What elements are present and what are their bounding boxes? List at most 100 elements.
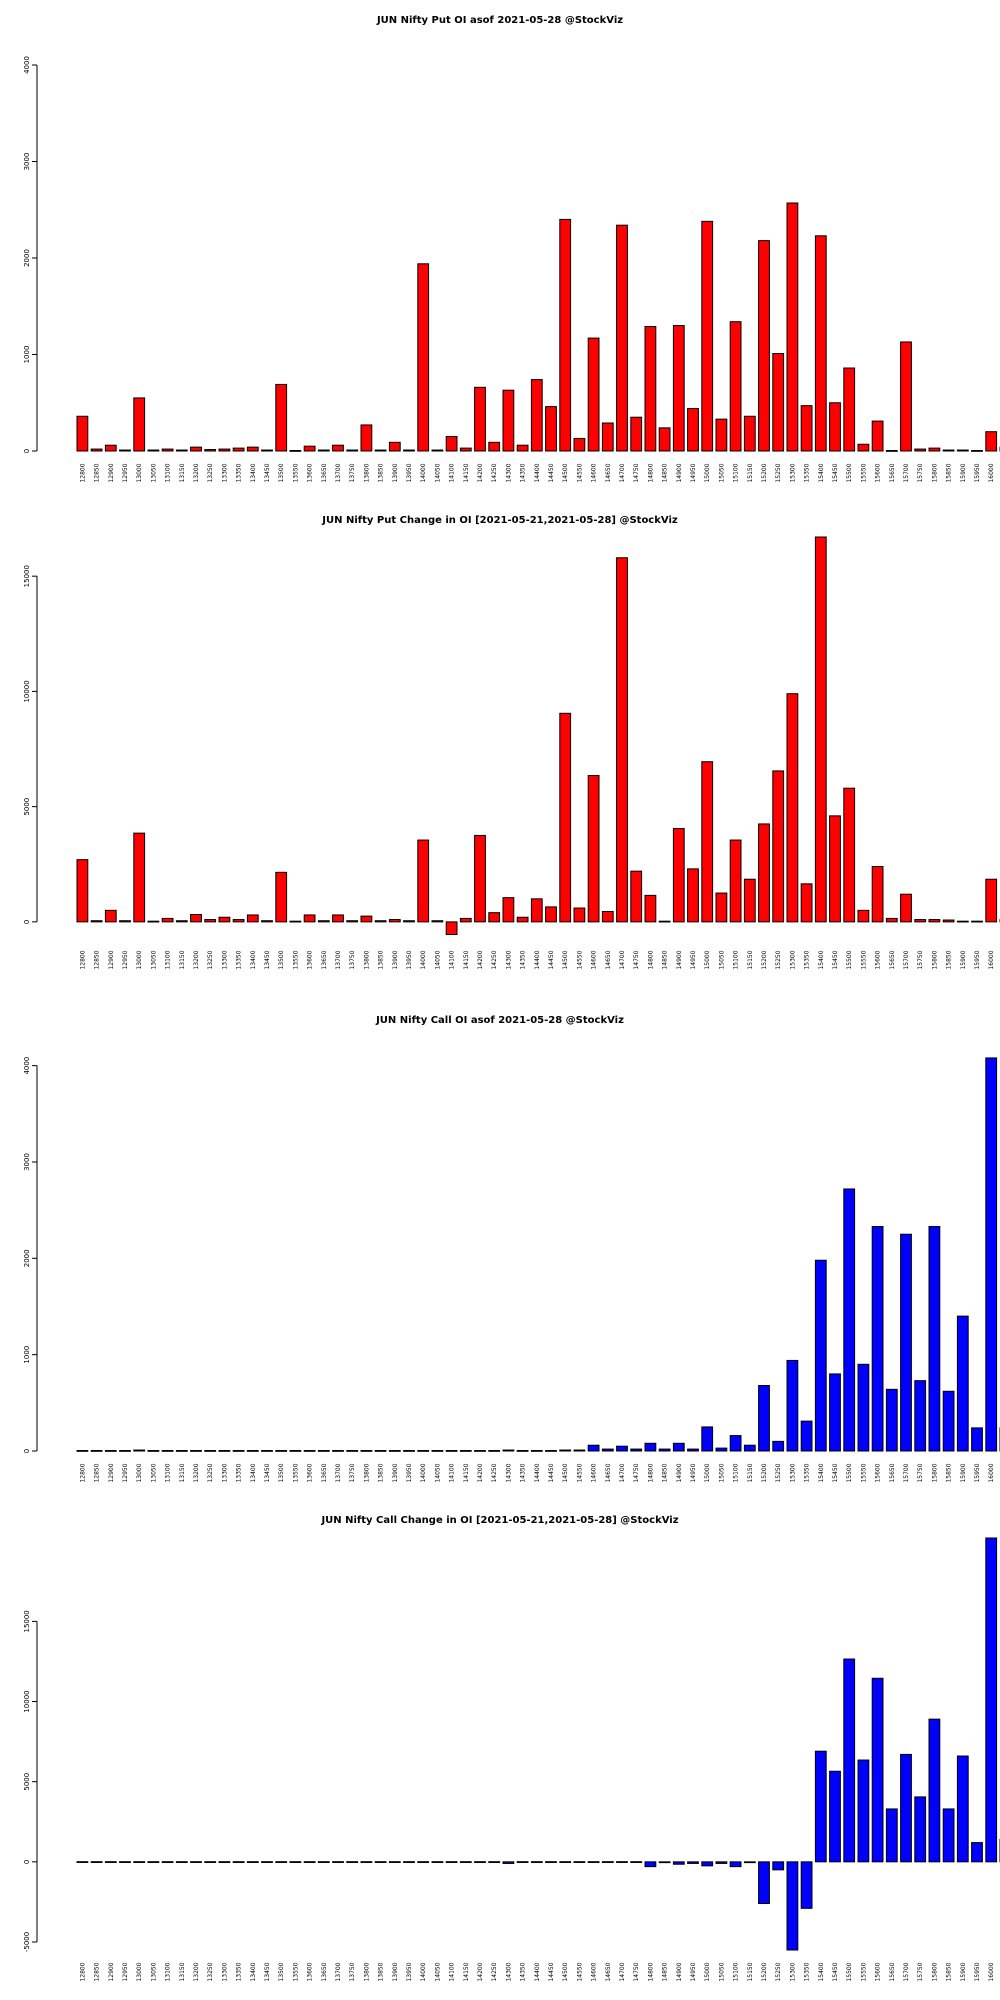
bar-13350 xyxy=(232,919,245,923)
bar-15550 xyxy=(857,1363,870,1452)
x-tick-label: 14900 xyxy=(676,950,683,969)
bar-13500 xyxy=(275,1861,288,1863)
x-tick-label: 14250 xyxy=(491,1962,498,1981)
x-tick-label: 13050 xyxy=(150,463,157,482)
bar-13500 xyxy=(275,1450,288,1452)
x-tick-label: 13850 xyxy=(378,463,385,482)
x-axis-labels: 12800 12850 12900 12950 13000 13050 13100 13150… xyxy=(79,950,995,969)
x-tick-label: 14250 xyxy=(491,950,498,969)
bar-14000 xyxy=(417,1861,430,1863)
bar-15500 xyxy=(843,787,856,923)
x-tick-label: 13500 xyxy=(278,1463,285,1482)
bar-14050 xyxy=(431,920,444,923)
x-tick-label: 13050 xyxy=(150,1962,157,1981)
x-tick-label: 15900 xyxy=(960,1463,967,1482)
bar-14450 xyxy=(545,1861,557,1863)
bar-13350 xyxy=(232,447,245,452)
bar-15900 xyxy=(956,1315,969,1452)
bar-14500 xyxy=(559,218,572,452)
x-tick-label: 13750 xyxy=(349,1962,356,1981)
x-tick-label: 13550 xyxy=(292,1463,299,1482)
x-tick-label: 12900 xyxy=(108,950,115,969)
x-tick-label: 15750 xyxy=(917,1463,924,1482)
bar-13100 xyxy=(161,448,174,452)
bar-13300 xyxy=(218,1861,231,1863)
bar-15950 xyxy=(971,1427,983,1452)
bar-14250 xyxy=(488,441,501,452)
x-tick-label: 14900 xyxy=(676,1463,683,1482)
bar-12900 xyxy=(104,909,117,923)
bar-15400 xyxy=(814,536,827,923)
x-tick-label: 15500 xyxy=(846,950,853,969)
x-tick-label: 14400 xyxy=(534,1463,541,1482)
x-tick-label: 14750 xyxy=(633,950,640,969)
x-tick-label: 14650 xyxy=(605,950,612,969)
bar-14950 xyxy=(687,408,699,452)
x-tick-label: 13000 xyxy=(136,463,143,482)
bar-14900 xyxy=(672,325,685,452)
bar-14000 xyxy=(417,839,430,923)
bar-13300 xyxy=(218,448,231,452)
bar-14950 xyxy=(687,1448,699,1452)
x-tick-label: 15550 xyxy=(860,1463,867,1482)
bar-14400 xyxy=(530,898,543,923)
bar-14450 xyxy=(545,906,557,923)
x-tick-label: 13200 xyxy=(193,1463,200,1482)
x-tick-label: 15750 xyxy=(917,463,924,482)
x-tick-label: 13100 xyxy=(165,1463,172,1482)
x-tick-label: 14200 xyxy=(477,1463,484,1482)
chart-title: JUN Nifty Put OI asof 2021-05-28 @StockV… xyxy=(376,15,623,26)
chart-title: JUN Nifty Call OI asof 2021-05-28 @Stock… xyxy=(375,1015,624,1026)
x-tick-label: 13800 xyxy=(363,1463,370,1482)
bar-14700 xyxy=(616,1445,628,1452)
x-tick-label: 14200 xyxy=(477,950,484,969)
bar-13650 xyxy=(317,1861,330,1863)
bar-14100 xyxy=(445,1861,458,1863)
bar-14200 xyxy=(474,1450,486,1452)
bar-15400 xyxy=(814,1750,827,1863)
bar-15500 xyxy=(843,367,856,452)
x-tick-label: 13200 xyxy=(193,463,200,482)
bar-14200 xyxy=(474,834,486,923)
bar-14850 xyxy=(658,920,671,923)
x-tick-label: 14700 xyxy=(619,1463,626,1482)
x-tick-label: 15100 xyxy=(733,1463,740,1482)
x-tick-label: 14900 xyxy=(676,1962,683,1981)
bar-15050 xyxy=(715,418,728,452)
bar-15000 xyxy=(701,1426,714,1452)
bar-14850 xyxy=(658,427,671,452)
x-tick-label: 13650 xyxy=(321,1962,328,1981)
bar-13500 xyxy=(275,383,288,452)
x-tick-label: 15750 xyxy=(917,950,924,969)
x-tick-label: 14150 xyxy=(463,1463,470,1482)
x-tick-label: 15200 xyxy=(761,463,768,482)
bar-13300 xyxy=(218,916,231,923)
x-tick-label: 15400 xyxy=(818,463,825,482)
bar-15800 xyxy=(928,1718,941,1863)
x-tick-label: 13150 xyxy=(179,950,186,969)
bar-15600 xyxy=(871,1677,884,1863)
bar-15700 xyxy=(900,1233,912,1452)
x-tick-label: 14350 xyxy=(520,950,527,969)
bar-14200 xyxy=(474,386,486,452)
bar-15900 xyxy=(956,920,969,923)
bar-14450 xyxy=(545,406,557,452)
x-tick-label: 15350 xyxy=(804,1463,811,1482)
bar-15650 xyxy=(885,450,898,452)
bar-14650 xyxy=(601,910,614,923)
x-tick-label: 14900 xyxy=(676,463,683,482)
x-tick-label: 14700 xyxy=(619,950,626,969)
x-tick-label: 14350 xyxy=(520,1463,527,1482)
bar-13700 xyxy=(332,1450,344,1452)
x-tick-label: 13250 xyxy=(207,950,214,969)
bar-13950 xyxy=(403,1861,415,1863)
x-tick-label: 15650 xyxy=(889,1962,896,1981)
bar-14800 xyxy=(644,1861,657,1868)
x-tick-label: 12850 xyxy=(94,1962,101,1981)
x-tick-label: 15550 xyxy=(860,950,867,969)
y-axis: 0 1000 2000 3000 4000 xyxy=(23,56,38,453)
x-tick-label: 12950 xyxy=(122,1463,129,1482)
x-tick-label: 13000 xyxy=(136,1463,143,1482)
bar-14600 xyxy=(587,1861,600,1863)
bar-15850 xyxy=(942,919,955,923)
